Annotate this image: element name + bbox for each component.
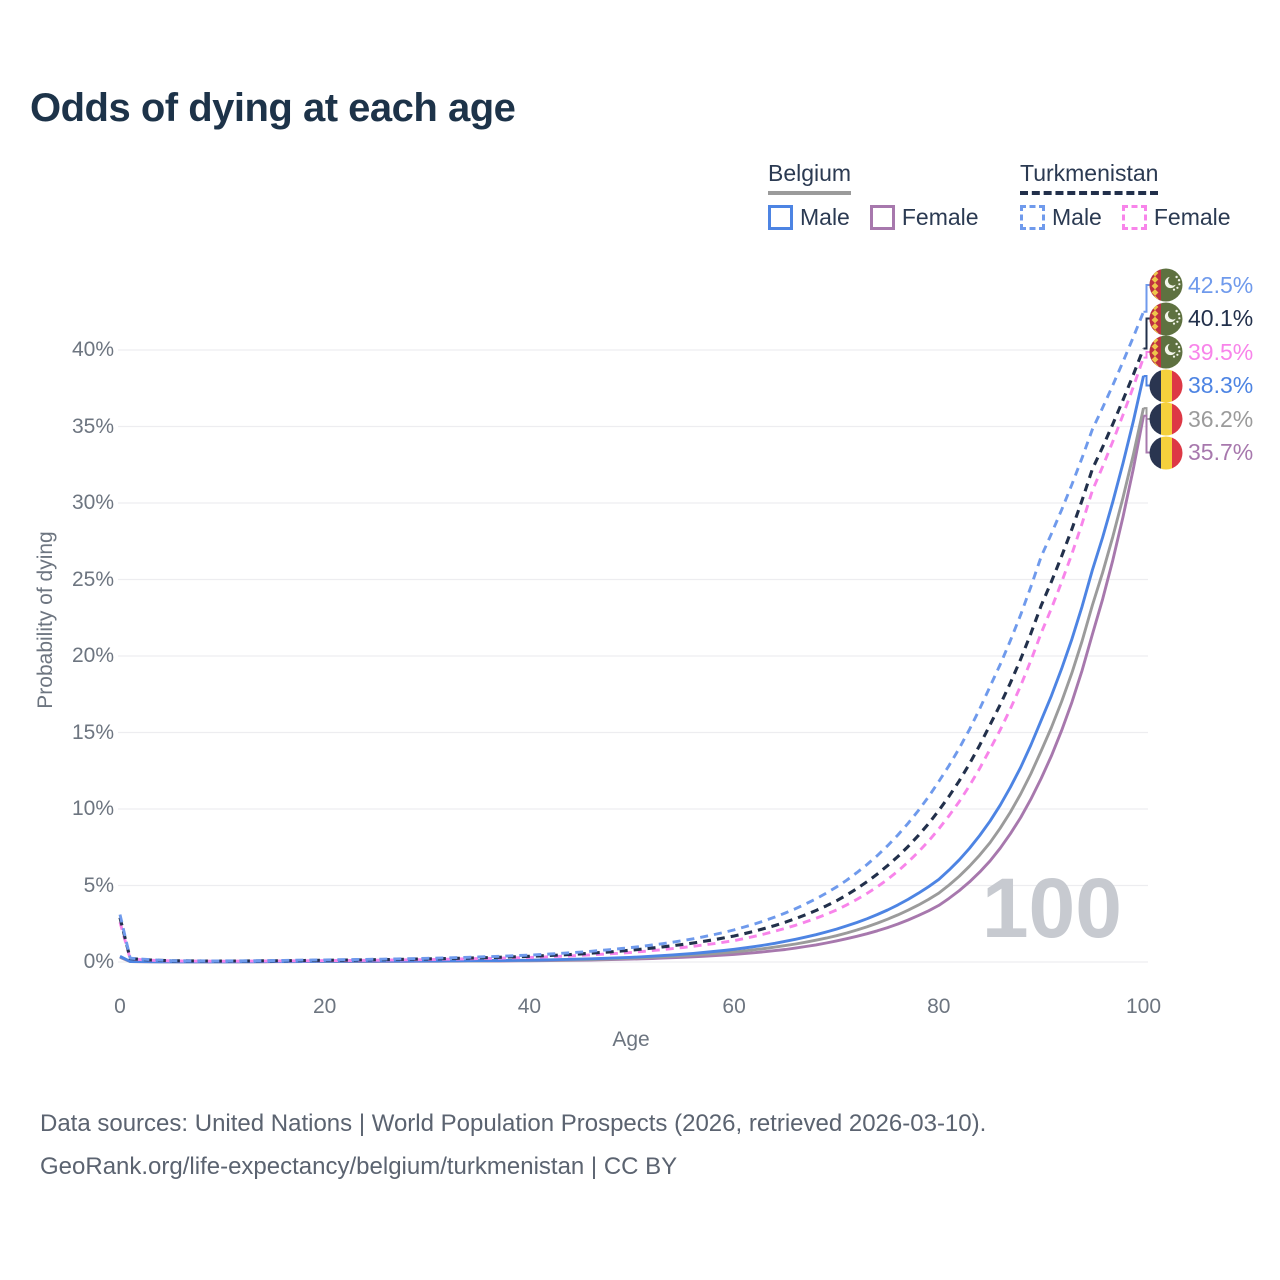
belgium-flag-icon [1149,436,1183,469]
y-tick-label: 40% [71,338,114,361]
belgium-flag-icon [1149,369,1183,402]
footer-url-line: GeoRank.org/life-expectancy/belgium/turk… [40,1153,678,1180]
end-label-belgium-female: 35.7% [1149,436,1253,470]
y-axis-title: Probability of dying [34,531,57,709]
legend-item-turkmenistan-female[interactable]: Female [1121,204,1231,231]
footer-source-line: Data sources: United Nations | World Pop… [40,1110,987,1137]
legend-country-belgium: Belgium [768,160,852,195]
legend-item-label: Male [800,204,850,230]
end-label-value: 40.1% [1188,305,1254,331]
x-tick-label: 80 [927,995,951,1018]
end-label-value: 36.2% [1188,405,1254,432]
end-label-belgium-male: 38.3% [1149,369,1253,403]
y-tick-label: 25% [71,567,114,591]
belgium-female-swatch-icon [869,205,895,230]
legend-item-label: Male [1052,204,1102,230]
x-tick-label: 40 [517,995,542,1018]
x-tick-label: 60 [722,995,746,1018]
turkmenistan-flag-icon [1149,302,1183,335]
legend-item-label: Female [1153,204,1231,230]
legend-group-belgium: Belgium Male Female [768,160,979,231]
y-tick-label: 30% [71,491,114,514]
x-tick-label: 0 [114,995,126,1018]
legend-group-turkmenistan: Turkmenistan Male Female [1020,160,1231,231]
legend-item-belgium-female[interactable]: Female [869,204,979,231]
turkmenistan-flag-icon [1149,268,1183,302]
footer: Data sources: United Nations | World Pop… [40,1102,986,1188]
end-label-value: 42.5% [1188,271,1254,298]
legend-item-turkmenistan-male[interactable]: Male [1020,204,1102,231]
end-label-value: 38.3% [1188,372,1254,398]
page-title: Odds of dying at each age [30,86,516,130]
turkmenistan-male-swatch-icon [1020,205,1045,230]
legend-country-turkmenistan: Turkmenistan [1020,160,1159,195]
legend-item-label: Female [901,204,979,230]
x-tick-label: 20 [313,995,337,1018]
y-tick-label: 35% [71,414,114,438]
end-label-value: 35.7% [1188,439,1254,465]
watermark-age-100: 100 [981,861,1122,955]
end-label-turkmenistan-total: 40.1% [1149,302,1253,336]
x-tick-label: 100 [1125,995,1162,1018]
x-axis-title: Age [612,1028,650,1051]
y-tick-label: 5% [83,873,114,897]
end-label-turkmenistan-male: 42.5% [1149,268,1253,302]
belgium-male-swatch-icon [768,205,793,230]
y-tick-label: 20% [71,644,114,667]
y-tick-label: 10% [71,797,114,820]
legend-item-belgium-male[interactable]: Male [768,204,850,231]
end-label-belgium-total: 36.2% [1149,402,1253,436]
y-tick-label: 0% [83,950,114,973]
turkmenistan-flag-icon [1149,335,1183,369]
end-label-turkmenistan-female: 39.5% [1149,335,1253,369]
end-label-value: 39.5% [1188,338,1254,365]
y-tick-label: 15% [71,720,114,744]
belgium-flag-icon [1149,402,1183,436]
turkmenistan-female-swatch-icon [1121,205,1147,230]
